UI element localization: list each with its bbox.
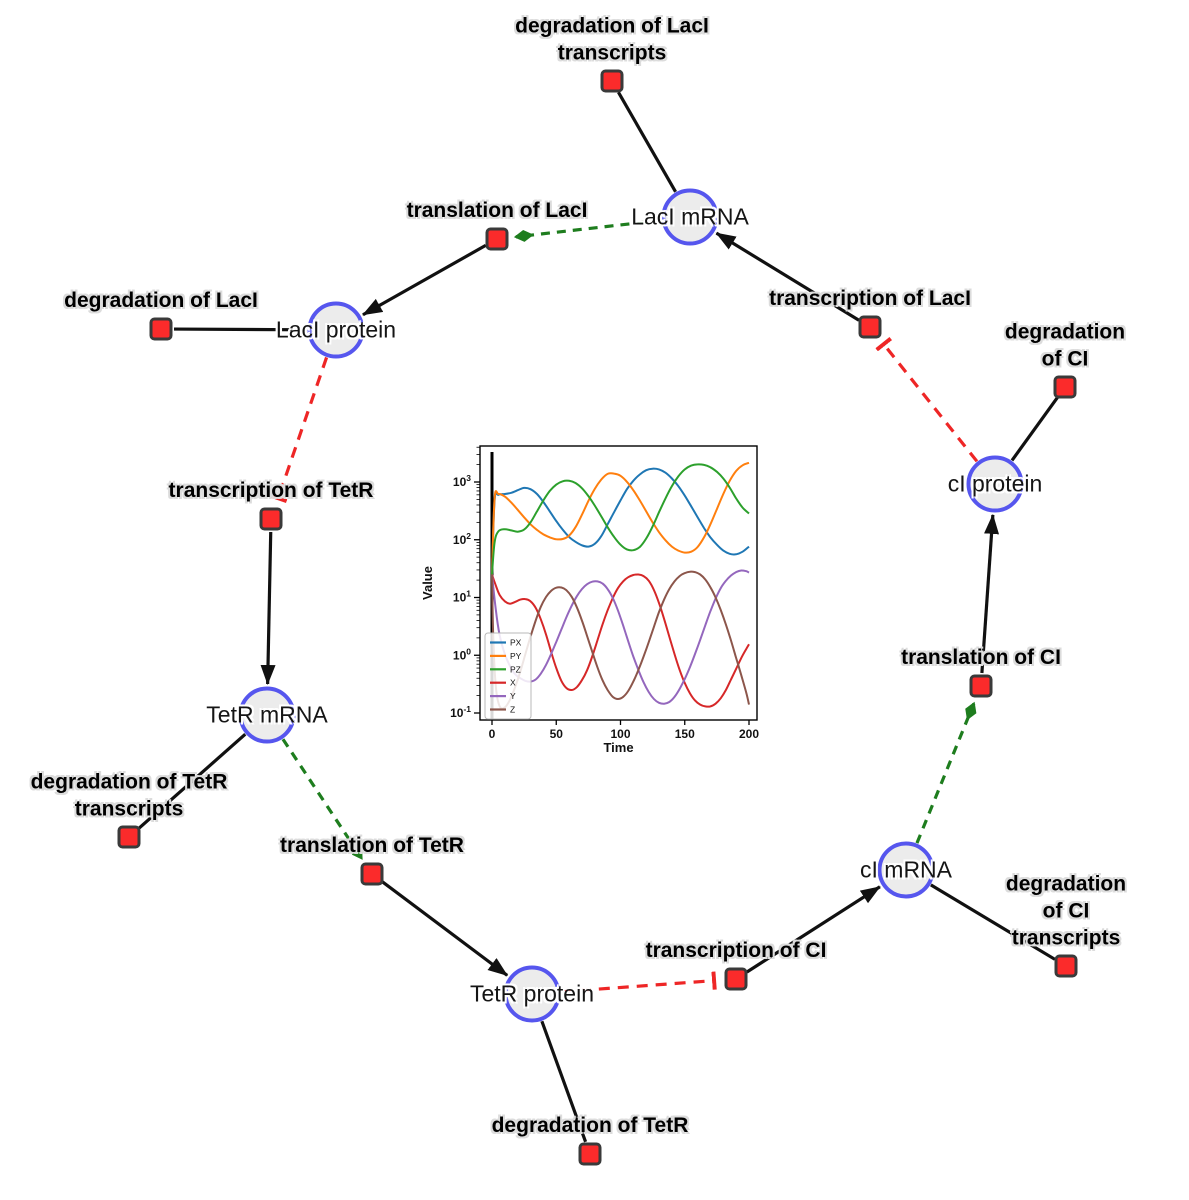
reaction-label-transcription-laci: transcription of LacI (769, 287, 971, 311)
species-node-ci-protein (966, 455, 1024, 513)
legend-label-PY: PY (510, 651, 522, 661)
legend-label-Y: Y (510, 691, 516, 701)
edge-modifier-laci-mrna-translation-laci (513, 218, 662, 242)
y-tick-label: 102 (453, 531, 471, 547)
y-tick-label: 103 (453, 473, 471, 489)
species-label-ci-mrna: cI mRNA (860, 856, 952, 883)
series-line-X (491, 573, 750, 708)
reaction-node-translation-tetr (360, 862, 384, 886)
species-node-laci-protein (307, 301, 365, 359)
reaction-node-transcription-laci (858, 315, 882, 339)
edge-production-translation-ci-ci-protein (980, 513, 1000, 674)
reaction-node-translation-laci (485, 227, 509, 251)
species-node-tetr-protein (503, 965, 561, 1023)
reaction-label-deg-laci-transcripts: degradation of LacI transcripts (515, 14, 709, 65)
legend-label-PX: PX (510, 638, 522, 648)
edge-production-transcription-tetr-tetr-mrna (260, 531, 276, 686)
y-tick-label: 10-1 (450, 704, 471, 720)
legend-label-X: X (510, 678, 516, 688)
reaction-label-translation-tetr: translation of TetR (280, 834, 464, 858)
reaction-node-translation-ci (969, 674, 993, 698)
edge-modifier-ci-mrna-translation-ci (915, 701, 977, 844)
edge-production-translation-tetr-tetr-protein (381, 880, 509, 977)
x-tick-label: 100 (610, 727, 630, 741)
species-label-tetr-protein: TetR protein (469, 980, 595, 1007)
y-tick-label: 100 (453, 646, 471, 662)
reaction-label-deg-tetr: degradation of TetR (491, 1114, 689, 1138)
edge-production-transcription-ci-ci-mrna (746, 885, 881, 974)
species-label-ci-protein: cI protein (947, 470, 1043, 497)
species-label-tetr-mrna: TetR mRNA (206, 701, 328, 728)
species-node-ci-mrna (877, 841, 935, 899)
reaction-label-transcription-ci: transcription of CI (645, 939, 827, 963)
edge-consumption-tetr-protein-deg-tetr (540, 1020, 588, 1143)
reaction-label-deg-ci: degradation of CI (1004, 320, 1126, 371)
species-label-laci-protein: LacI protein (275, 316, 397, 343)
reaction-node-deg-tetr (578, 1142, 602, 1166)
edge-consumption-laci-protein-deg-laci (173, 327, 308, 332)
edge-modifier-tetr-mrna-translation-tetr (281, 738, 363, 860)
inset-timecourse-chart: 10-1 100 101 102 103 0 50 100 150 200 Time Value PX P… (420, 430, 770, 760)
reaction-node-deg-laci-transcripts (600, 69, 624, 93)
x-tick-label: 50 (550, 727, 564, 741)
legend-label-Z: Z (510, 705, 515, 715)
reaction-node-deg-ci (1053, 375, 1077, 399)
reaction-node-deg-tetr-transcripts (117, 825, 141, 849)
edge-consumption-laci-mrna-deg-laci-transcripts (617, 91, 677, 193)
edge-production-transcription-laci-laci-mrna (715, 231, 860, 322)
edge-consumption-ci-protein-deg-ci (1010, 396, 1059, 462)
y-axis-title: Value (420, 566, 435, 600)
edge-consumption-tetr-mrna-deg-tetr-transcripts (137, 733, 247, 830)
legend-box (484, 632, 532, 720)
species-node-tetr-mrna (238, 686, 296, 744)
reaction-node-deg-laci (149, 317, 173, 341)
reaction-label-translation-laci: translation of LacI (406, 199, 588, 223)
reaction-label-deg-laci: degradation of LacI (64, 289, 258, 313)
reaction-label-translation-ci: translation of CI (901, 646, 1061, 670)
series-line-PX (491, 467, 750, 575)
reaction-node-transcription-tetr (259, 507, 283, 531)
edge-inhibition-laci-protein-transcription-tetr (268, 356, 329, 504)
legend-label-PZ: PZ (510, 664, 521, 674)
species-label-laci-mrna: LacI mRNA (631, 203, 749, 230)
edge-inhibition-ci-protein-transcription-laci (875, 337, 979, 463)
x-axis-title: Time (603, 740, 633, 755)
edge-inhibition-tetr-protein-transcription-ci (560, 971, 717, 994)
edge-production-translation-laci-laci-protein (362, 244, 487, 317)
edge-consumption-ci-mrna-deg-ci-transcripts (930, 883, 1056, 961)
reaction-label-transcription-tetr: transcription of TetR (168, 479, 374, 503)
x-tick-label: 0 (489, 727, 496, 741)
series-line-PZ (491, 463, 750, 575)
reaction-label-deg-tetr-transcripts: degradation of TetR transcripts (30, 770, 228, 821)
series-line-PY (491, 461, 750, 575)
x-tick-label: 150 (675, 727, 695, 741)
reaction-node-transcription-ci (724, 967, 748, 991)
y-tick-label: 101 (453, 589, 471, 605)
series-line-Y (491, 569, 750, 705)
reaction-node-deg-ci-transcripts (1054, 954, 1078, 978)
chart-axes-box (479, 445, 758, 721)
species-node-laci-mrna (661, 188, 719, 246)
reaction-label-deg-ci-transcripts: degradation of CI transcripts (1005, 872, 1127, 950)
x-tick-label: 200 (739, 727, 759, 741)
